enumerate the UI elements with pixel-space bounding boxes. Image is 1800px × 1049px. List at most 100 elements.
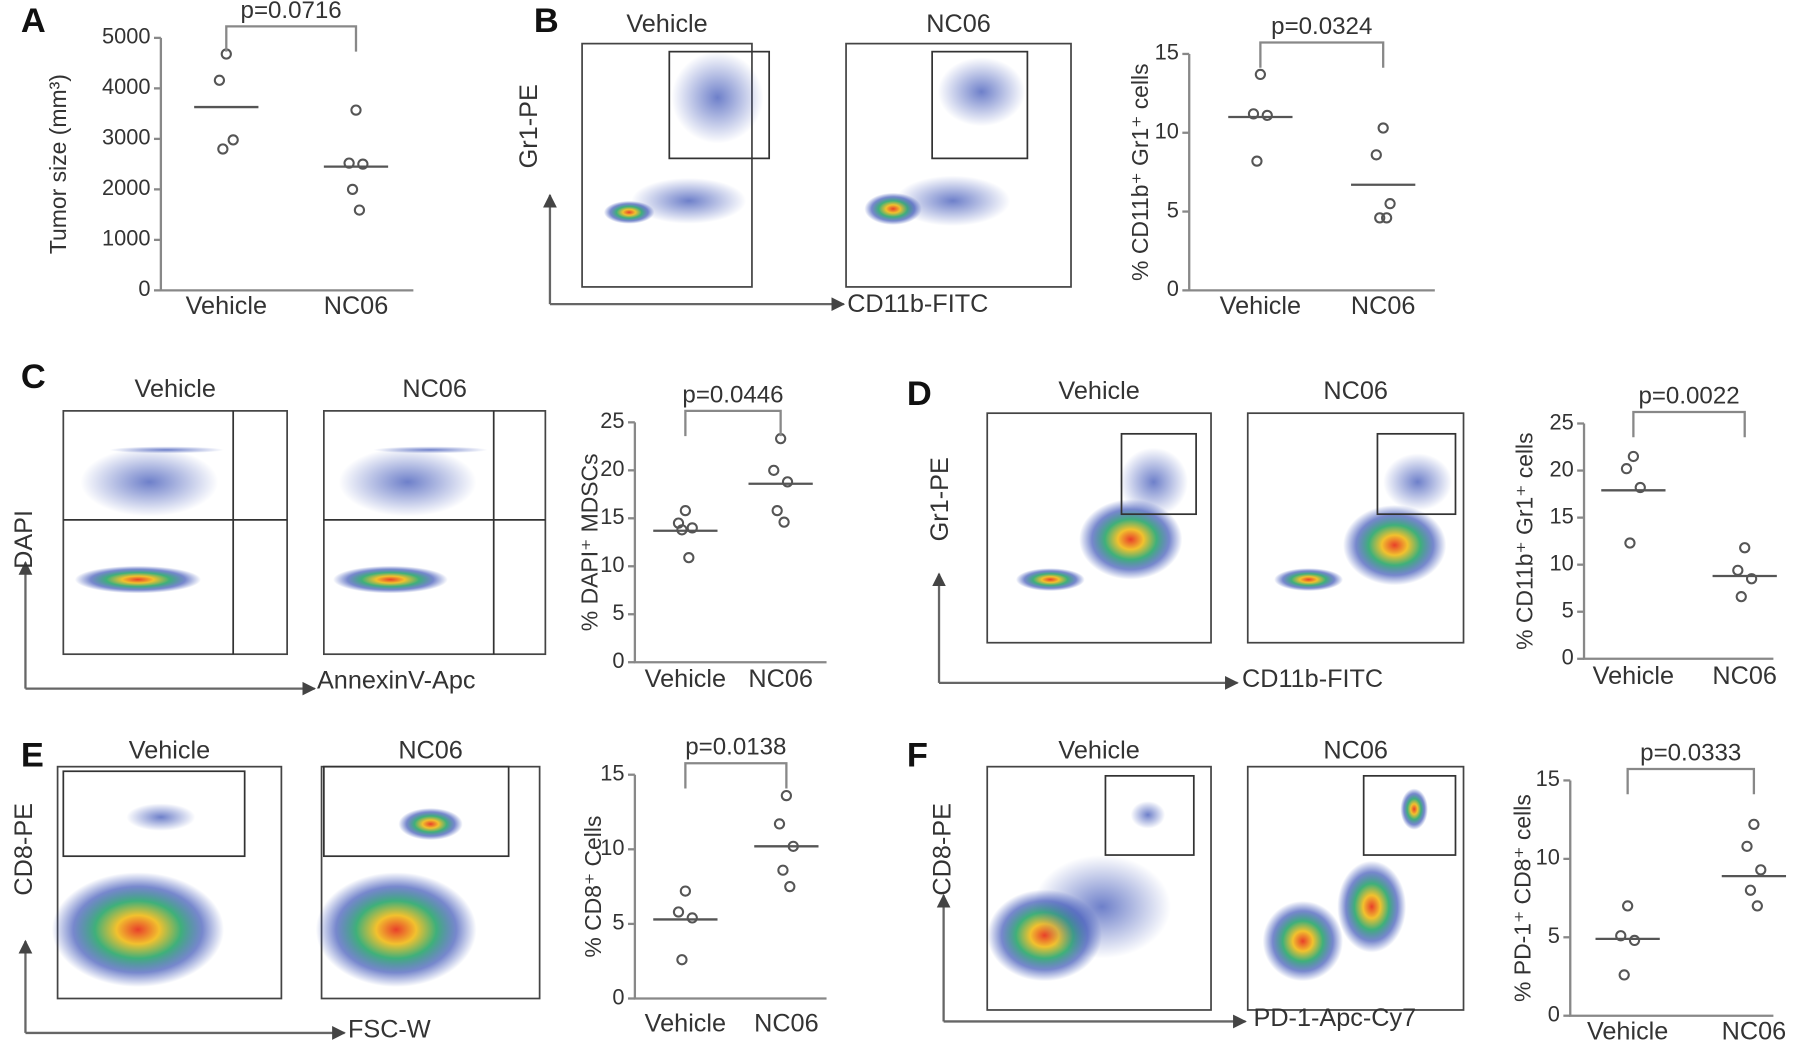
density-blob [631,177,747,224]
x-tick-label: NC06 [1722,1018,1787,1046]
flow-title: Vehicle [1058,736,1139,764]
flow-y-label: CD8-PE [928,803,956,896]
data-point [1620,463,1633,475]
data-point [773,818,786,830]
y-tick-label: 5 [1167,197,1179,222]
y-tick-label: 10 [1549,550,1573,575]
density-blob [895,175,1011,227]
density-blob [1015,568,1085,592]
gate [668,50,771,160]
density-blob [1262,900,1344,982]
data-point [350,104,362,116]
gate [1120,432,1197,516]
data-point [768,464,780,476]
data-point [1377,122,1389,134]
y-tick-label: 3000 [102,125,151,150]
flow-plot-frame [322,410,547,656]
axis-line [633,774,827,1000]
significance-bracket [1259,41,1385,68]
y-tick-label: 1000 [102,226,151,251]
data-point [679,885,692,897]
data-point [683,552,695,564]
axis-line [1582,423,1774,660]
data-point [1618,969,1630,981]
x-tick-label: Vehicle [645,1010,726,1038]
y-axis-label: % PD-1⁺ CD8⁺ cells [1509,794,1535,1002]
flow-title: NC06 [1323,736,1388,764]
density-blob [1383,453,1453,511]
density-blob [1119,447,1189,517]
gate [1376,432,1457,516]
density-blob [338,447,477,517]
x-tick-label: NC06 [1351,292,1416,320]
flow-x-label: CD11b-FITC [847,290,988,318]
x-tick-label: Vehicle [1587,1018,1668,1046]
panel-letter: C [21,358,46,396]
density-blob [74,565,202,594]
y-tick-label: 0 [1167,276,1179,301]
y-tick-label: 15 [1155,40,1179,65]
flow-y-label: Gr1-PE [926,457,954,541]
data-point [1751,900,1763,912]
data-point [686,912,698,924]
x-tick-label: Vehicle [1593,662,1674,690]
density-blob [398,807,463,841]
data-point [1634,481,1646,494]
y-tick-label: 15 [1549,503,1573,528]
data-point [781,476,794,488]
density-blob [937,57,1026,127]
axis-line [1569,780,1774,1017]
data-point [777,864,789,876]
x-tick-label: Vehicle [186,292,267,320]
density-blob [315,872,477,988]
axis-line [633,422,827,664]
data-point [784,880,796,893]
p-value: p=0.0716 [241,0,342,24]
flow-title: Vehicle [626,10,707,38]
flow-x-label: PD-1-Apc-Cy7 [1253,1004,1416,1032]
y-tick-label: 5000 [102,24,151,49]
gate [62,770,246,858]
y-tick-label: 0 [138,276,150,301]
y-axis-label: Tumor size (mm³) [45,74,71,254]
panel-letter: F [907,737,928,775]
data-point [346,183,359,195]
y-tick-label: 5 [1548,923,1560,948]
y-tick-label: 0 [1562,645,1574,670]
y-axis-label: % CD11b⁺ Gr1⁺ cells [1512,432,1538,650]
y-tick-label: 0 [612,648,624,673]
flow-x-label: CD11b-FITC [1242,665,1383,693]
density-blob [1400,788,1428,830]
p-value: p=0.0333 [1640,739,1741,766]
y-tick-label: 10 [1536,845,1560,870]
data-point [679,505,692,517]
y-tick-label: 10 [600,835,624,860]
flow-title: NC06 [398,736,463,764]
y-axis-label: % CD11b⁺ Gr1⁺ cells [1127,63,1153,281]
y-tick-label: 20 [1549,456,1573,481]
flow-x-label: AnnexinV-Apc [317,666,476,694]
data-point [217,143,229,155]
y-tick-label: 2000 [102,175,151,200]
p-value: p=0.0446 [682,381,783,408]
x-tick-label: Vehicle [645,665,726,693]
data-point [686,522,698,534]
data-point [780,789,793,802]
data-point [1384,198,1396,210]
flow-x-label: FSC-W [348,1015,431,1043]
data-point [1374,212,1386,224]
y-tick-label: 10 [600,552,624,577]
flow-y-label: Gr1-PE [515,84,543,168]
density-blob [51,872,225,988]
data-point [1748,818,1760,830]
data-point [1741,840,1753,852]
density-blob [80,447,219,517]
data-point [1627,450,1640,463]
panel-letter: D [907,375,932,413]
significance-bracket [684,409,782,437]
data-point [1732,564,1744,576]
y-axis-label: % CD8⁺ Cells [580,816,606,958]
y-axis-label: % DAPI⁺ MDSCs [576,453,602,631]
y-tick-label: 20 [600,456,624,481]
